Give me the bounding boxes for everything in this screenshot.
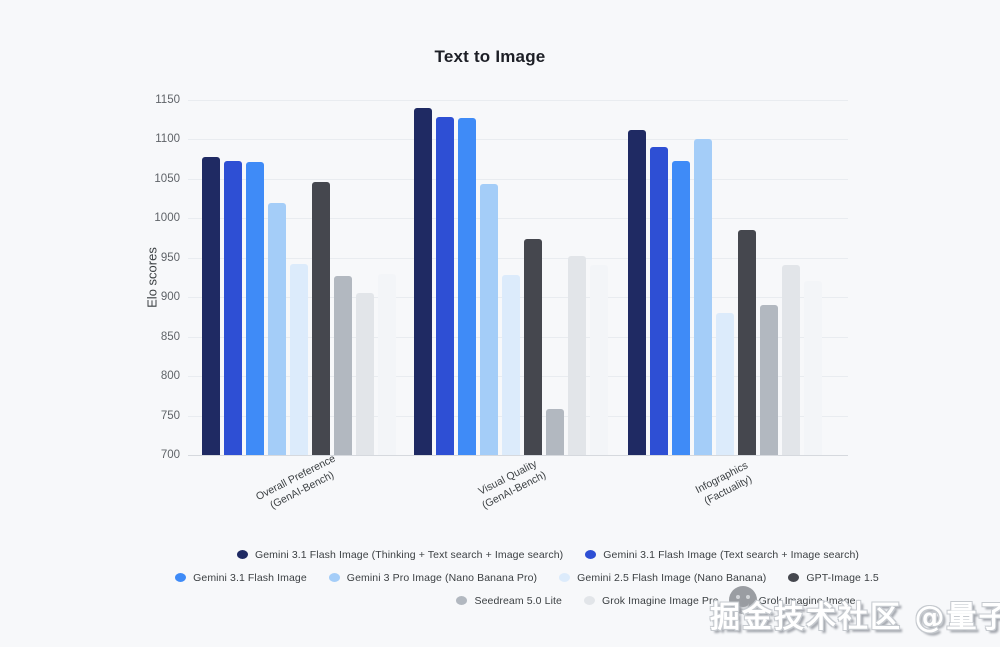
bar: [378, 273, 396, 455]
legend-swatch-icon: [559, 573, 571, 582]
bar-group: [202, 100, 396, 455]
y-tick-label: 1050: [154, 172, 180, 185]
bar-group: [628, 100, 822, 455]
bar: [502, 275, 520, 455]
legend-item: Gemini 3.1 Flash Image: [175, 572, 307, 584]
gridline: [188, 257, 848, 259]
legend-item: Grok Imagine Image Pro: [583, 594, 719, 607]
bar: [246, 161, 264, 455]
legend-label: Gemini 3.1 Flash Image: [193, 571, 307, 584]
legend-label: Gemini 3 Pro Image (Nano Banana Pro): [346, 571, 538, 584]
gridline: [188, 455, 848, 456]
bar-group: [414, 100, 608, 455]
logo-eye-icon: [746, 595, 750, 599]
y-tick-label: 750: [160, 409, 180, 422]
legend-swatch-icon: [328, 573, 340, 582]
legend-swatch-icon: [456, 596, 468, 605]
y-tick-label: 950: [160, 251, 180, 264]
legend-item: Seedream 5.0 Lite: [456, 595, 562, 607]
bar: [738, 230, 756, 455]
y-tick-label: 1000: [154, 212, 180, 225]
legend-row: Gemini 3.1 Flash Image Gemini 3 Pro Image…: [27, 569, 1000, 586]
bar: [760, 305, 778, 455]
bar: [804, 281, 822, 455]
bar: [524, 238, 542, 455]
legend-row: Seedream 5.0 Lite Grok Imagine Image Pro G…: [156, 592, 1000, 609]
gridline: [188, 100, 848, 101]
y-axis-label: Elo scores: [144, 247, 160, 308]
legend-swatch-icon: [585, 550, 597, 559]
legend-item: Gemini 3.1 Flash Image (Thinking + Text …: [236, 548, 564, 561]
legend-item: GPT-Image 1.5: [788, 572, 879, 584]
legend-label: Gemini 3.1 Flash Image (Thinking + Text …: [254, 548, 564, 561]
bar: [672, 160, 690, 455]
legend-swatch-icon: [175, 573, 187, 582]
bar: [782, 264, 800, 455]
bar: [334, 275, 352, 455]
legend-label: Seedream 5.0 Lite: [474, 594, 562, 607]
bar: [268, 202, 286, 455]
legend-label: GPT-Image 1.5: [806, 571, 879, 584]
logo-mouth-icon: [737, 601, 749, 609]
y-tick-label: 1150: [155, 94, 180, 106]
legend-item: Gemini 2.5 Flash Image (Nano Banana): [559, 572, 766, 584]
legend-label: Grok Imagine Image: [758, 594, 856, 607]
y-tick-label: 800: [160, 370, 180, 383]
bar: [716, 313, 734, 455]
gridline: [188, 139, 848, 141]
y-tick-label: 700: [160, 449, 180, 461]
gridline: [188, 218, 848, 220]
legend-swatch-icon: [788, 573, 800, 582]
y-tick-label: 1100: [155, 133, 180, 146]
bar: [414, 107, 432, 455]
legend-label: Gemini 3.1 Flash Image (Text search + Im…: [603, 548, 860, 561]
bar: [290, 264, 308, 455]
y-tick-label: 850: [160, 330, 180, 343]
legend-item: Gemini 3 Pro Image (Nano Banana Pro): [328, 571, 538, 584]
bar: [224, 160, 242, 455]
bar: [590, 264, 608, 455]
legend: Gemini 3.1 Flash Image (Thinking + Text …: [0, 546, 1000, 615]
bar: [568, 256, 586, 455]
legend-item: Gemini 3.1 Flash Image (Text search + Im…: [585, 549, 859, 561]
bar: [628, 130, 646, 455]
legend-swatch-icon: [583, 596, 595, 605]
bar: [436, 117, 454, 455]
legend-label: Gemini 2.5 Flash Image (Nano Banana): [577, 571, 767, 584]
gridline: [188, 178, 848, 180]
chart-title: Text to Image: [434, 47, 546, 66]
bar: [458, 118, 476, 455]
logo-eye-icon: [736, 595, 740, 599]
bar: [546, 409, 564, 455]
bar: [480, 184, 498, 455]
watermark-logo-icon: [729, 586, 757, 614]
y-tick-label: 900: [160, 291, 180, 304]
legend-swatch-icon: [236, 550, 248, 559]
watermark-text: 掘金技术社区 @量子位: [710, 600, 1000, 635]
bar: [650, 147, 668, 455]
bar: [694, 138, 712, 455]
bar: [202, 156, 220, 455]
plot-area: [188, 100, 848, 456]
bar: [312, 182, 330, 455]
legend-label: Grok Imagine Image Pro: [601, 594, 719, 607]
bar: [356, 293, 374, 455]
legend-row: Gemini 3.1 Flash Image (Thinking + Text …: [48, 546, 1000, 563]
